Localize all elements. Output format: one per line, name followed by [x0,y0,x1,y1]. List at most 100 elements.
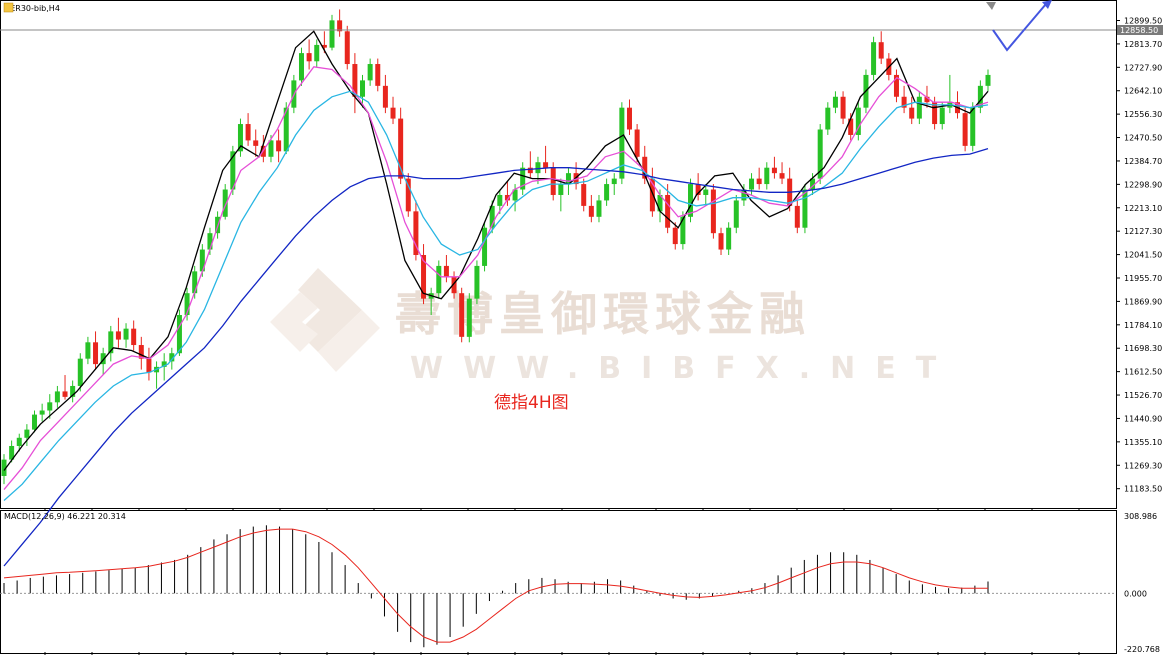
candle [253,129,259,157]
watermark-chinese: 壽博皇御環球金融 [395,287,811,341]
candle [634,124,640,163]
candle [398,107,404,185]
price-tick-label: 11698.30 [1124,344,1162,353]
candle [405,173,411,217]
candle [451,271,457,299]
candle [916,91,922,125]
price-tick-label: 11440.90 [1124,414,1162,423]
candle [1,454,7,485]
candle [352,53,358,114]
price-tick-label: 12127.30 [1124,227,1162,236]
candle [832,91,838,114]
price-tick-label: 12041.50 [1124,251,1162,260]
candle [588,194,594,223]
candle [459,287,465,343]
candle [581,178,587,212]
candle [741,184,747,206]
candle [85,336,91,365]
candle [771,156,777,179]
candle [314,39,320,67]
price-tick-label: 11183.50 [1124,485,1162,494]
candle [611,173,617,195]
current-price-tag [1117,25,1163,35]
candle [680,211,686,250]
macd-tick-label: 308.986 [1124,512,1157,521]
candle [962,107,968,152]
candle [390,96,396,125]
candle [520,162,526,195]
candle [176,309,182,356]
candle [115,317,121,348]
price-tick-label: 12727.90 [1124,63,1162,72]
candle [184,287,190,321]
price-tick-label: 12813.70 [1124,40,1162,49]
candle [367,58,373,86]
macd-tick-label: 0.000 [1124,589,1147,598]
price-tick-label: 12298.90 [1124,180,1162,189]
price-tick-label: 11612.50 [1124,368,1162,377]
candle [344,25,350,70]
candle [909,96,915,125]
candle [756,167,762,190]
candle [604,178,610,206]
candle [47,394,53,419]
candle [230,145,236,195]
price-tick-label: 11869.90 [1124,297,1162,306]
macd-label: MACD(12,26,9) 46.221 20.314 [4,512,126,521]
candle [855,102,861,141]
current-price-label: 12858.50 [1120,26,1158,35]
candle [306,39,312,70]
candle [977,80,983,114]
candle [733,194,739,234]
price-tick-label: 12384.70 [1124,157,1162,166]
candle [298,47,304,86]
candle [878,31,884,65]
candle [138,336,144,370]
candle [703,184,709,206]
candle [32,410,38,433]
main-pane-frame [0,0,1117,509]
candle [840,91,846,125]
price-tick-label: 12470.50 [1124,134,1162,143]
candle [817,124,823,185]
candle [123,323,129,348]
candle [382,74,388,114]
ma-line-fast [3,30,989,471]
candle [672,222,678,250]
candle [985,69,991,92]
candle [474,260,480,305]
macd-series: 308.986 0.000 -220.768 [0,512,1160,654]
candle [482,222,488,272]
candle [619,102,625,185]
candle [16,433,22,452]
candle [62,375,68,400]
candle [810,173,816,195]
ma-line-slow [3,90,989,501]
price-tick-label: 12899.50 [1124,17,1162,26]
price-tick-label: 11955.70 [1124,274,1162,283]
projection-arrow-icon [986,0,1052,52]
candle [718,227,724,255]
candle [9,440,15,463]
candle [108,325,114,362]
candle [695,173,701,201]
candle [54,385,60,408]
candle [421,244,427,305]
candle [245,113,251,146]
candle [665,184,671,234]
candle [237,118,243,157]
candle [764,162,770,190]
candle [131,320,137,351]
candle [825,102,831,135]
candle [626,99,632,135]
moving-average-lines [3,30,989,567]
candle [596,194,602,223]
ma-line-long [3,147,989,567]
candle [527,151,533,179]
candle [24,424,30,446]
candle [436,260,442,299]
price-tick-label: 11526.70 [1124,391,1162,400]
price-tick-label: 11269.30 [1124,461,1162,470]
